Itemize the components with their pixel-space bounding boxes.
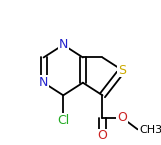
Text: Cl: Cl	[57, 114, 69, 127]
Text: O: O	[98, 129, 107, 143]
Text: CH3: CH3	[139, 125, 161, 135]
Text: N: N	[39, 76, 48, 89]
Text: S: S	[118, 64, 126, 77]
Text: N: N	[59, 38, 68, 51]
Text: O: O	[117, 111, 127, 124]
